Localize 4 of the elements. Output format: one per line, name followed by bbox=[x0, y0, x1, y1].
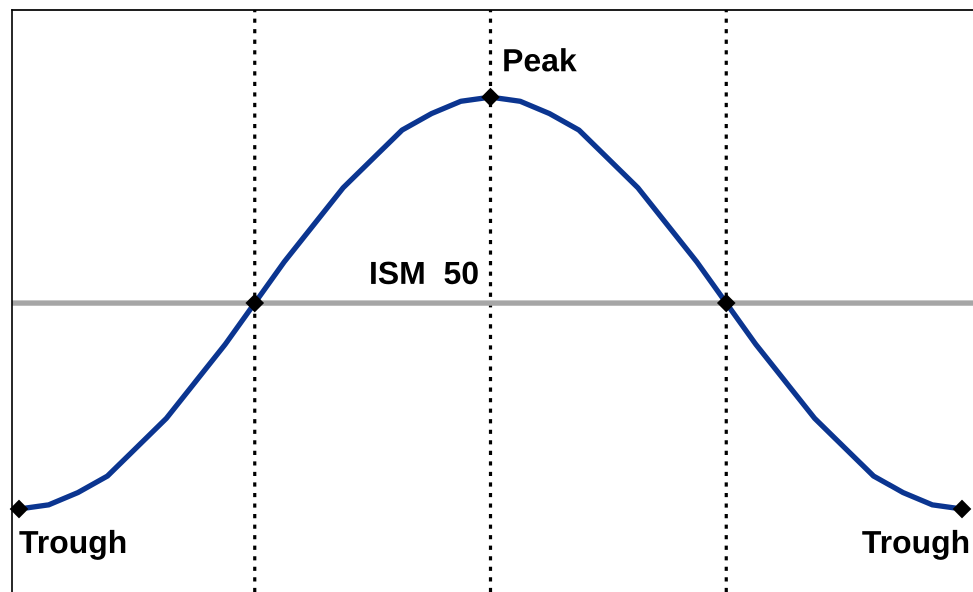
text: Trough bbox=[862, 530, 968, 560]
ref-line-label: ISM 50 bbox=[371, 262, 478, 284]
text: Peak bbox=[504, 48, 577, 72]
text: Trough bbox=[19, 530, 126, 560]
